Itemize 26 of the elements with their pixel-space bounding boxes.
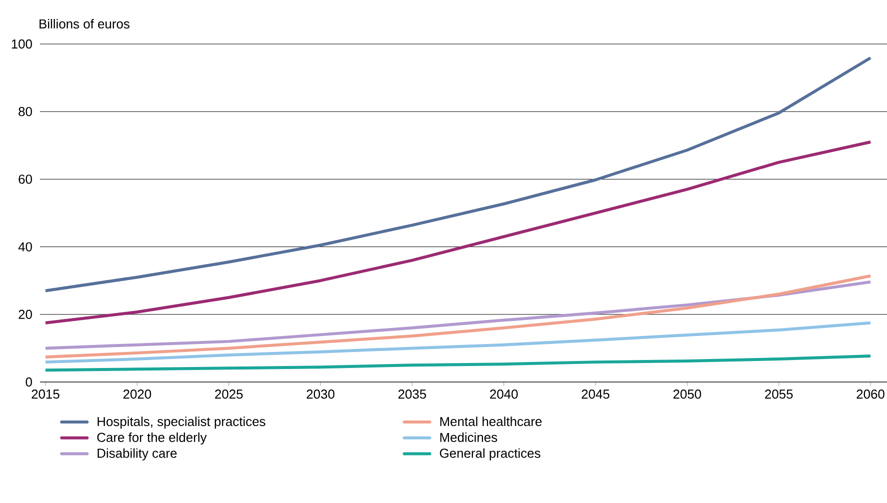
x-tick-label: 2025 bbox=[215, 390, 243, 399]
y-tick-label: 20 bbox=[18, 310, 32, 319]
y-tick-label: 40 bbox=[18, 242, 32, 252]
y-axis-title: Billions of euros bbox=[40, 18, 130, 28]
x-tick-label: 2015 bbox=[32, 390, 60, 399]
y-tick-label: 0 bbox=[26, 377, 32, 387]
y-tick-label: 60 bbox=[18, 174, 32, 184]
line-series bbox=[44, 274, 872, 358]
x-tick-label: 2020 bbox=[123, 390, 152, 399]
line-series bbox=[44, 354, 872, 372]
x-tick-label: 2045 bbox=[582, 390, 610, 399]
x-tick-label: 2030 bbox=[306, 390, 334, 399]
y-tick-label: 100 bbox=[12, 39, 32, 49]
x-tick-label: 2035 bbox=[398, 390, 426, 399]
legend-label: General practices bbox=[440, 448, 540, 460]
x-tick-label: 2050 bbox=[673, 390, 702, 399]
line-series bbox=[44, 56, 872, 292]
legend-label: Care for the elderly bbox=[97, 432, 207, 445]
x-tick-label: 2055 bbox=[765, 390, 793, 399]
legend-label: Disability care bbox=[98, 448, 177, 460]
y-tick-label: 80 bbox=[18, 107, 32, 116]
legend-label: Mental healthcare bbox=[440, 416, 542, 426]
x-tick-label: 2040 bbox=[490, 390, 518, 399]
legend-label: Medicines bbox=[440, 432, 498, 442]
legend-label: Hospitals, specialist practices bbox=[98, 416, 266, 429]
x-tick-label: 2060 bbox=[856, 390, 884, 399]
